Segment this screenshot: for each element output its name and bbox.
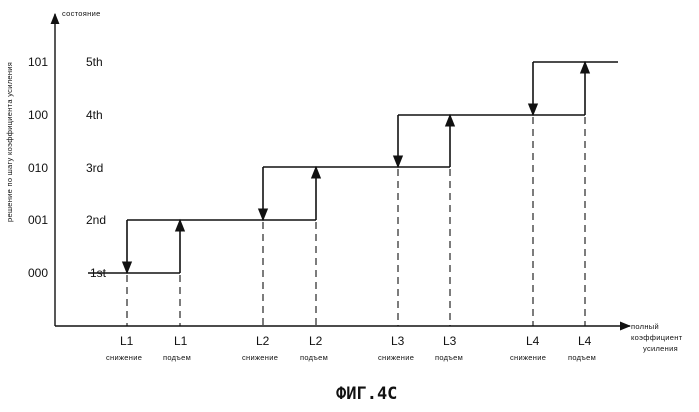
- state-labels: 000 1st 001 2nd 010 3rd 100 4th 101 5th: [28, 55, 107, 280]
- threshold-labels: L1 снижение L1 подъем L2 снижение L2 под…: [106, 334, 596, 362]
- threshold-L1-down-label: снижение: [106, 353, 142, 362]
- state-name-3: 3rd: [86, 161, 103, 175]
- figure-caption: ФИГ.4С: [336, 384, 397, 404]
- x-axis-title-line-2: коэффициент: [631, 333, 683, 342]
- threshold-L1-down: L1: [120, 334, 134, 348]
- threshold-L3-down: L3: [391, 334, 405, 348]
- threshold-L2-up: L2: [309, 334, 323, 348]
- y-side-label: решение по шагу коэффициента усиления: [5, 62, 14, 222]
- state-code-5: 101: [28, 55, 48, 69]
- threshold-L4-up-label: подъем: [568, 353, 596, 362]
- threshold-L2-up-label: подъем: [300, 353, 328, 362]
- x-axis-title-line-3: усиления: [643, 344, 678, 353]
- threshold-L2-down-label: снижение: [242, 353, 278, 362]
- threshold-L3-up-label: подъем: [435, 353, 463, 362]
- x-axis-title-line-1: полный: [631, 322, 659, 331]
- state-name-5: 5th: [86, 55, 103, 69]
- threshold-L1-up: L1: [174, 334, 188, 348]
- state-code-3: 010: [28, 161, 48, 175]
- threshold-L1-up-label: подъем: [163, 353, 191, 362]
- threshold-L4-down-label: снижение: [510, 353, 546, 362]
- state-code-4: 100: [28, 108, 48, 122]
- state-code-2: 001: [28, 213, 48, 227]
- state-name-2: 2nd: [86, 213, 106, 227]
- dashed-projections: [127, 117, 585, 326]
- threshold-L4-up: L4: [578, 334, 592, 348]
- y-axis-title: состояние: [62, 9, 101, 18]
- state-name-4: 4th: [86, 108, 103, 122]
- threshold-L2-down: L2: [256, 334, 270, 348]
- threshold-L4-down: L4: [526, 334, 540, 348]
- state-code-1: 000: [28, 266, 48, 280]
- state-levels: [88, 62, 618, 273]
- threshold-L3-down-label: снижение: [378, 353, 414, 362]
- threshold-L3-up: L3: [443, 334, 457, 348]
